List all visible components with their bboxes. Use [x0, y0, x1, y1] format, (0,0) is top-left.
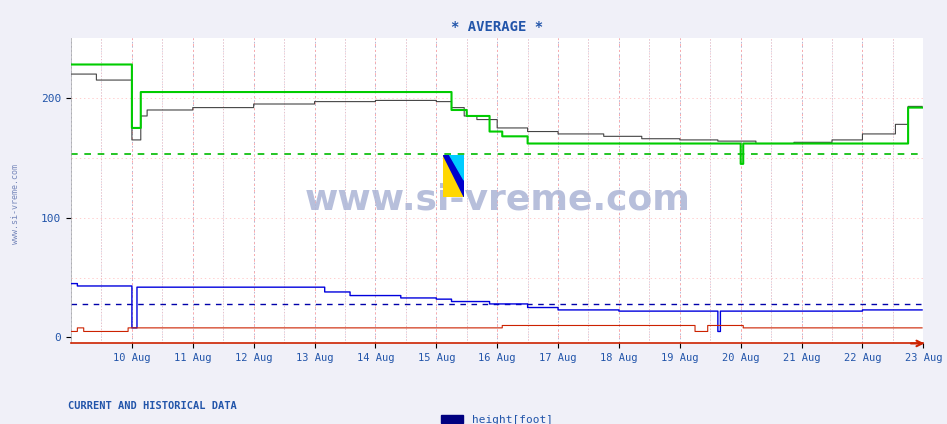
Polygon shape	[450, 155, 464, 180]
Title: * AVERAGE *: * AVERAGE *	[451, 20, 544, 34]
Text: www.si-vreme.com: www.si-vreme.com	[11, 164, 21, 243]
Legend: height[foot]: height[foot]	[437, 410, 558, 424]
Polygon shape	[443, 155, 464, 197]
Polygon shape	[443, 155, 464, 197]
Text: www.si-vreme.com: www.si-vreme.com	[304, 183, 690, 217]
Text: CURRENT AND HISTORICAL DATA: CURRENT AND HISTORICAL DATA	[68, 401, 237, 411]
